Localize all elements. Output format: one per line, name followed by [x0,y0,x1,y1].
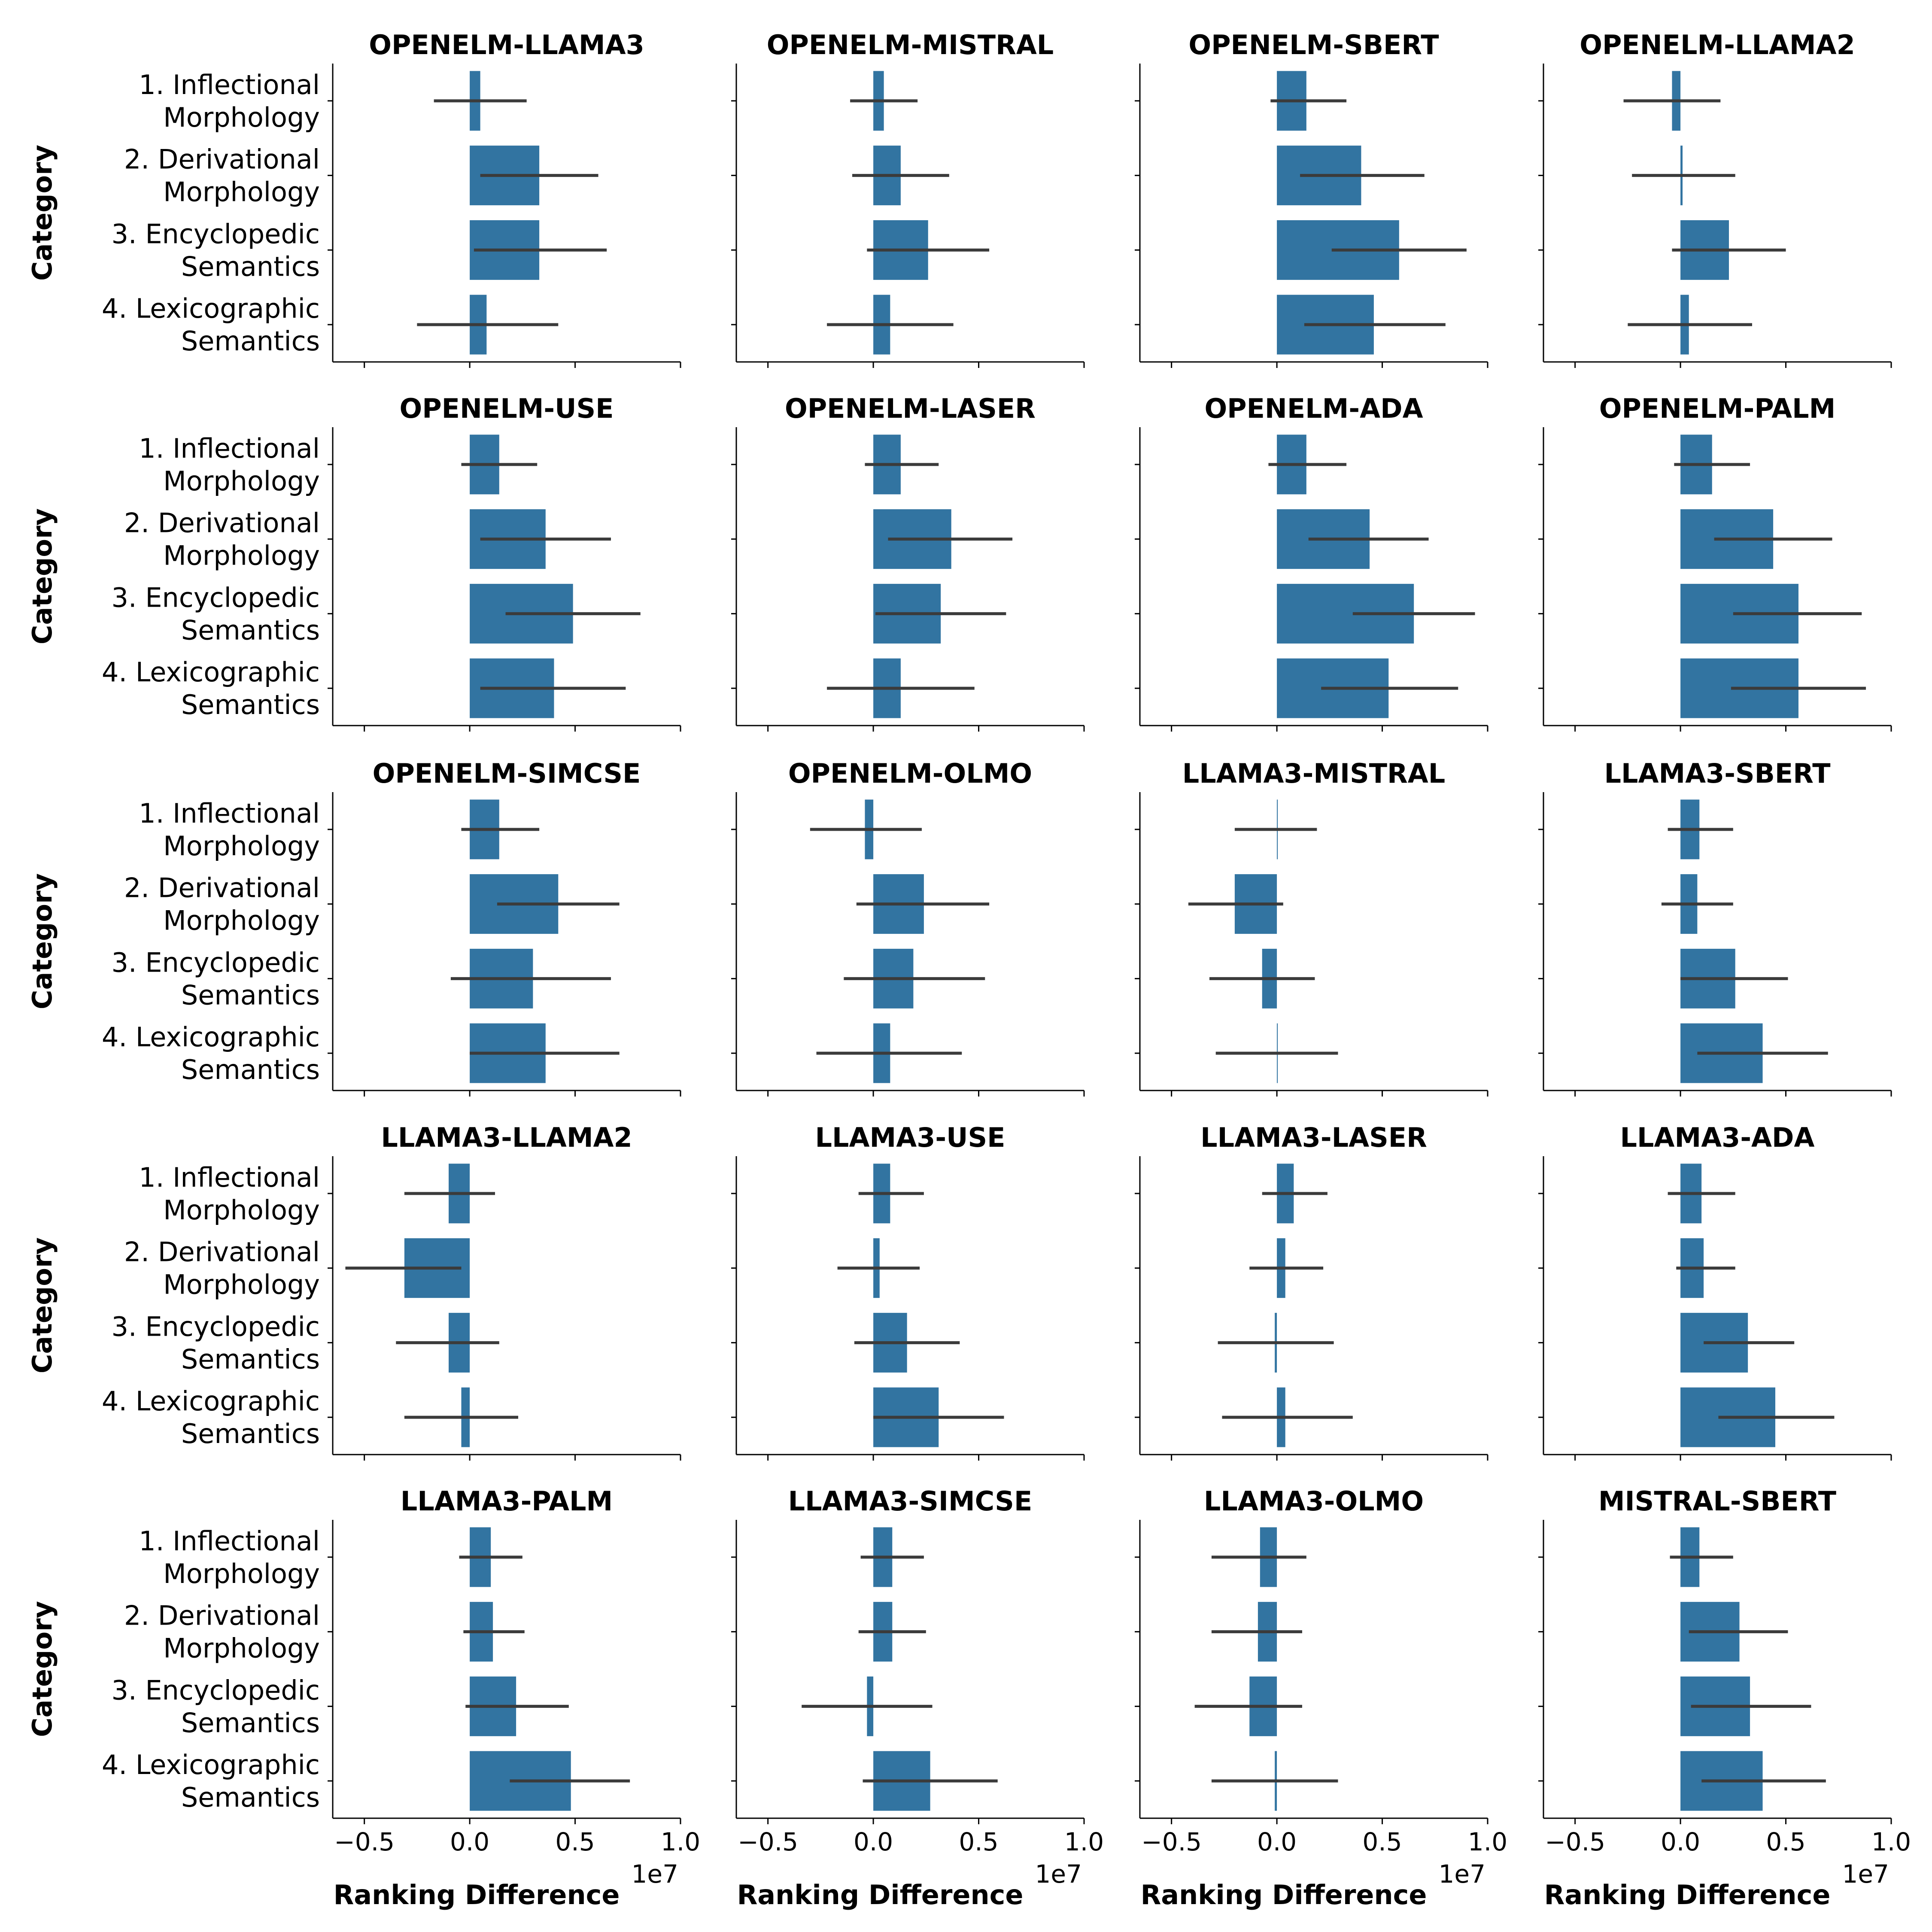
x-tick-label: 0.5 [959,1827,998,1856]
category-label: 1. Inflectional [139,69,320,100]
category-label: 4. Lexicographic [102,1385,320,1417]
category-label: 1. Inflectional [139,1525,320,1557]
x-tick-label: 1.0 [661,1827,700,1856]
x-offset-label: 1e7 [1439,1859,1486,1889]
category-label: Morphology [163,1558,320,1589]
category-label: 2. Derivational [124,1236,320,1268]
category-label: Morphology [163,1194,320,1226]
y-axis-title: Category [27,873,58,1009]
facet-title: LLAMA3-SIMCSE [788,1485,1033,1517]
category-label: Semantics [181,1707,320,1738]
category-label: 3. Encyclopedic [111,947,320,978]
x-tick-label: −0.5 [334,1827,395,1856]
facet-title: OPENELM-USE [399,393,614,424]
x-axis-title: Ranking Difference [334,1879,620,1911]
x-tick-label: −0.5 [1545,1827,1605,1856]
facet-title: OPENELM-LLAMA2 [1580,29,1855,61]
facet-title: LLAMA3-USE [815,1122,1005,1153]
x-tick-label: −0.5 [1141,1827,1202,1856]
x-axis-title: Ranking Difference [1141,1879,1427,1911]
category-label: 4. Lexicographic [102,1749,320,1780]
x-tick-label: 0.0 [854,1827,893,1856]
x-axis-title: Ranking Difference [737,1879,1024,1911]
x-tick-label: 0.0 [1257,1827,1297,1856]
category-label: 1. Inflectional [139,1162,320,1193]
category-label: 2. Derivational [124,144,320,175]
y-axis-title: Category [27,1237,58,1373]
x-offset-label: 1e7 [1842,1859,1889,1889]
x-tick-label: 0.5 [1362,1827,1402,1856]
category-label: Semantics [181,979,320,1011]
category-label: Morphology [163,1269,320,1300]
facet-title: LLAMA3-ADA [1620,1122,1815,1153]
facet-title: OPENELM-SIMCSE [373,758,641,789]
category-label: Semantics [181,1782,320,1813]
category-label: 2. Derivational [124,1600,320,1631]
y-axis-title: Category [27,1601,58,1737]
x-tick-label: 1.0 [1064,1827,1104,1856]
facet-title: LLAMA3-SBERT [1604,758,1830,789]
facet-title: LLAMA3-LLAMA2 [381,1122,632,1153]
x-offset-label: 1e7 [632,1859,679,1889]
category-label: 1. Inflectional [139,433,320,464]
x-tick-label: 0.5 [1766,1827,1805,1856]
facet-title: OPENELM-ADA [1204,393,1423,424]
category-label: Semantics [181,1343,320,1375]
category-label: Morphology [163,465,320,497]
category-label: Semantics [181,1054,320,1085]
category-label: 3. Encyclopedic [111,1674,320,1706]
facet-title: MISTRAL-SBERT [1598,1485,1836,1517]
category-label: Semantics [181,325,320,357]
x-tick-label: −0.5 [738,1827,798,1856]
category-label: Morphology [163,540,320,571]
facet-title: OPENELM-PALM [1599,393,1836,424]
category-label: Morphology [163,1633,320,1664]
category-label: Semantics [181,1418,320,1449]
category-label: 3. Encyclopedic [111,218,320,249]
facet-title: LLAMA3-OLMO [1204,1485,1424,1517]
facet-title: OPENELM-OLMO [788,758,1032,789]
category-label: Morphology [163,905,320,936]
category-label: Morphology [163,176,320,208]
x-offset-label: 1e7 [1035,1859,1082,1889]
category-label: 2. Derivational [124,872,320,904]
category-label: Semantics [181,689,320,720]
category-label: 2. Derivational [124,507,320,539]
facet-title: OPENELM-LLAMA3 [369,29,644,61]
category-label: 3. Encyclopedic [111,1311,320,1342]
x-tick-label: 1.0 [1468,1827,1507,1856]
category-label: 3. Encyclopedic [111,582,320,613]
facet-title: OPENELM-LASER [785,393,1036,424]
category-label: Morphology [163,102,320,133]
facet-title: LLAMA3-PALM [401,1485,613,1517]
facet-title: LLAMA3-LASER [1200,1122,1427,1153]
x-axis-title: Ranking Difference [1544,1879,1831,1911]
category-label: Semantics [181,614,320,646]
x-tick-label: 0.0 [1661,1827,1700,1856]
x-tick-label: 1.0 [1871,1827,1911,1856]
facet-title: OPENELM-SBERT [1188,29,1439,61]
category-label: 4. Lexicographic [102,293,320,324]
y-axis-title: Category [27,145,58,281]
y-axis-title: Category [27,508,58,644]
category-label: 4. Lexicographic [102,656,320,688]
category-label: 1. Inflectional [139,798,320,829]
x-tick-label: 0.5 [555,1827,595,1856]
facet-title: OPENELM-MISTRAL [767,29,1054,61]
category-label: Semantics [181,251,320,282]
x-tick-label: 0.0 [450,1827,489,1856]
category-label: 4. Lexicographic [102,1021,320,1053]
facet-title: LLAMA3-MISTRAL [1182,758,1446,789]
category-label: Morphology [163,830,320,862]
